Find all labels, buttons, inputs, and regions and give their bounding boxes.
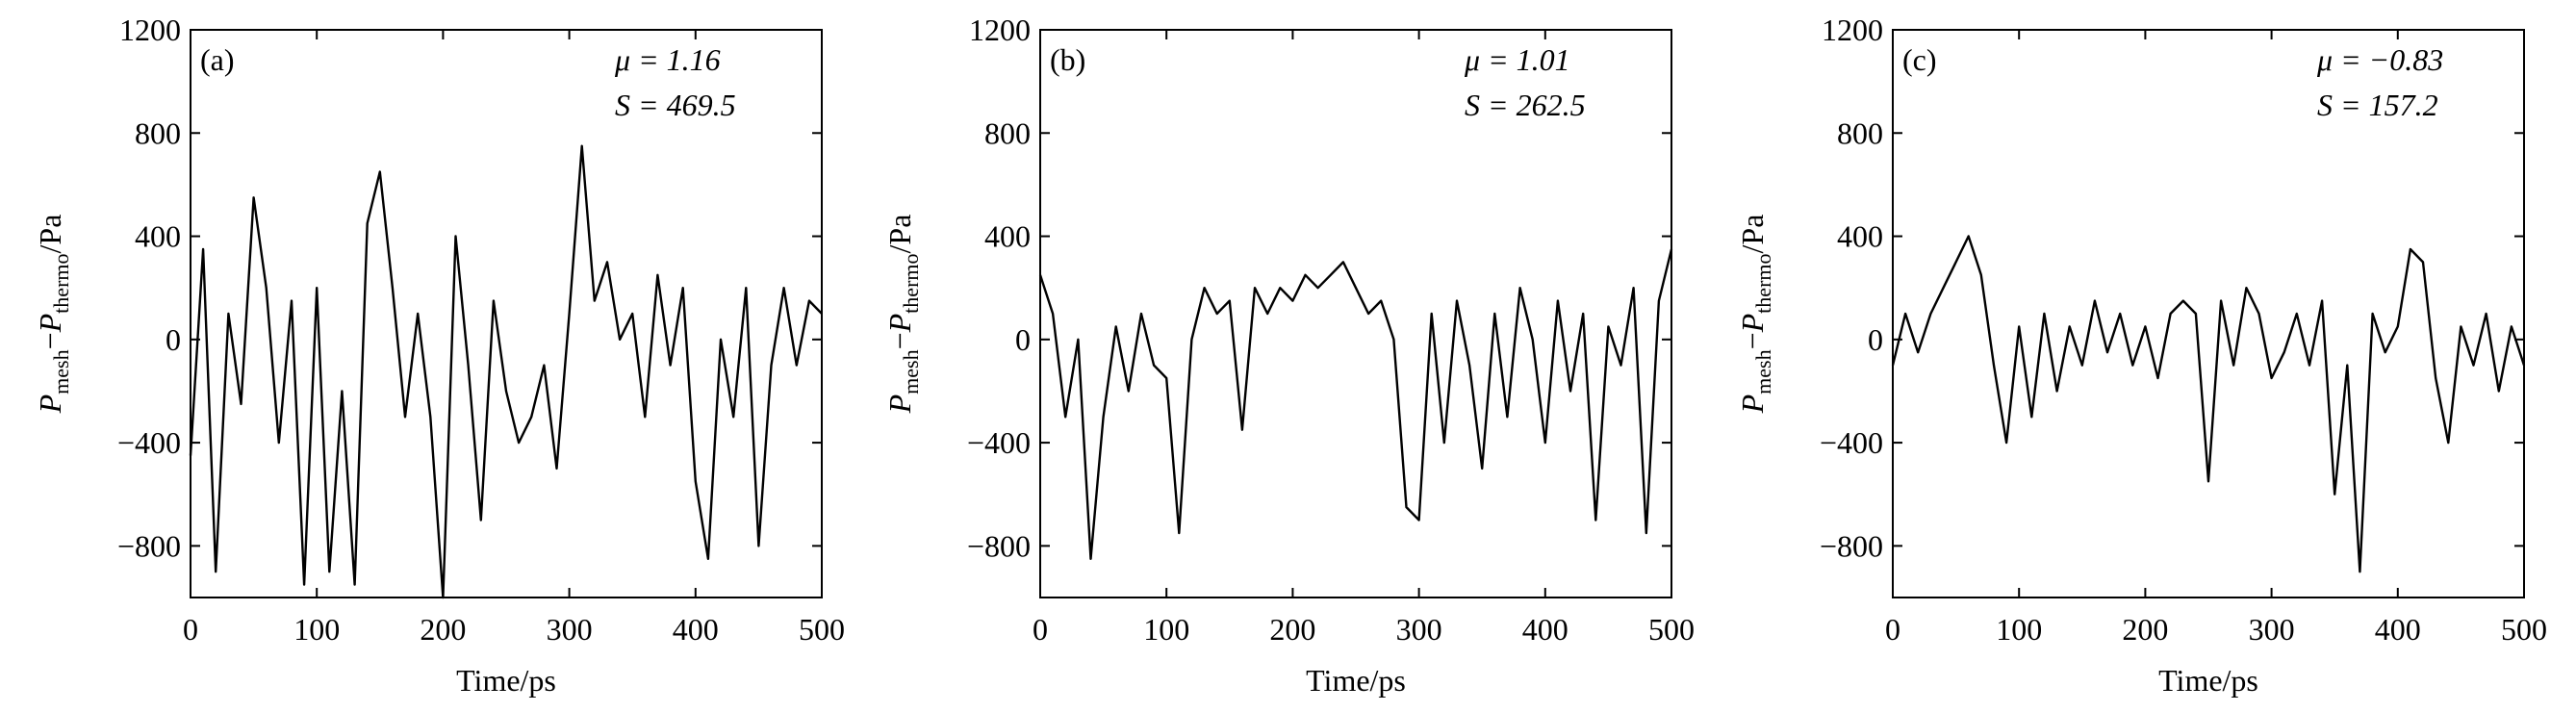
y-axis-label-part: mesh bbox=[1751, 349, 1775, 394]
y-axis-label-part: /Pa bbox=[1735, 215, 1770, 254]
y-tick-label: −400 bbox=[117, 425, 181, 460]
x-axis-label: Time/ps bbox=[1306, 663, 1406, 698]
y-axis-label-part: P bbox=[882, 314, 917, 334]
data-line bbox=[189, 144, 823, 599]
annotation: μ = 1.16 bbox=[614, 42, 721, 77]
x-tick-label: 400 bbox=[673, 612, 719, 647]
x-tick-label: 100 bbox=[1996, 612, 2042, 647]
y-tick-label: −800 bbox=[1820, 528, 1883, 563]
x-tick-label: 400 bbox=[1522, 612, 1569, 647]
panel-label: (c) bbox=[1902, 42, 1937, 77]
y-tick-label: 0 bbox=[1015, 322, 1031, 357]
x-tick-label: 0 bbox=[1033, 612, 1048, 647]
y-tick-label: −400 bbox=[967, 425, 1031, 460]
x-axis-label: Time/ps bbox=[456, 663, 556, 698]
y-axis-label-part: P bbox=[1735, 314, 1770, 334]
x-tick-label: 300 bbox=[2249, 612, 2295, 647]
annotation: S = 262.5 bbox=[1465, 88, 1586, 122]
y-axis-label: Pmesh−Pthermo/Pa bbox=[33, 215, 73, 415]
x-tick-label: 0 bbox=[1885, 612, 1900, 647]
y-tick-label: 0 bbox=[166, 322, 181, 357]
y-tick-label: 1200 bbox=[1822, 13, 1883, 47]
y-tick-label: −800 bbox=[117, 528, 181, 563]
panel-label: (a) bbox=[200, 42, 235, 77]
x-tick-label: 200 bbox=[1269, 612, 1315, 647]
data-line bbox=[1891, 235, 2526, 573]
data-line bbox=[1038, 248, 1673, 560]
y-tick-label: 400 bbox=[1837, 219, 1883, 254]
y-axis-label-part: P bbox=[33, 394, 67, 415]
y-axis-label-part: mesh bbox=[899, 349, 923, 394]
x-tick-label: 200 bbox=[420, 612, 466, 647]
y-axis-label-part: thermo bbox=[49, 253, 73, 313]
y-axis-label-part: − bbox=[1735, 332, 1770, 349]
y-tick-label: 1200 bbox=[969, 13, 1031, 47]
y-tick-label: −800 bbox=[967, 528, 1031, 563]
x-tick-label: 100 bbox=[1143, 612, 1189, 647]
annotation: μ = 1.01 bbox=[1464, 42, 1570, 77]
y-axis-label-part: P bbox=[33, 314, 67, 334]
y-axis-label: Pmesh−Pthermo/Pa bbox=[1735, 215, 1775, 415]
y-tick-label: −400 bbox=[1820, 425, 1883, 460]
plot-frame bbox=[1039, 29, 1672, 598]
y-tick-label: 800 bbox=[1837, 115, 1883, 150]
y-tick-label: 400 bbox=[135, 219, 181, 254]
y-axis-label-part: P bbox=[1735, 394, 1770, 415]
y-axis-label-part: thermo bbox=[1751, 253, 1775, 313]
y-tick-label: 0 bbox=[1868, 322, 1883, 357]
y-tick-label: 800 bbox=[135, 115, 181, 150]
y-axis-label-part: − bbox=[882, 332, 917, 349]
y-tick-label: 400 bbox=[984, 219, 1031, 254]
x-tick-label: 100 bbox=[293, 612, 340, 647]
x-tick-label: 500 bbox=[799, 612, 845, 647]
x-tick-label: 0 bbox=[183, 612, 198, 647]
y-axis-label-part: P bbox=[882, 394, 917, 415]
panel-label: (b) bbox=[1050, 42, 1085, 77]
y-axis-label-part: mesh bbox=[49, 349, 73, 394]
y-tick-label: 800 bbox=[984, 115, 1031, 150]
x-tick-label: 500 bbox=[1648, 612, 1695, 647]
y-axis-label-part: /Pa bbox=[33, 215, 67, 254]
x-tick-label: 400 bbox=[2375, 612, 2421, 647]
x-tick-label: 200 bbox=[2122, 612, 2168, 647]
plot-frame bbox=[190, 29, 823, 598]
y-axis-label: Pmesh−Pthermo/Pa bbox=[882, 215, 923, 415]
y-tick-label: 1200 bbox=[119, 13, 181, 47]
annotation: S = 157.2 bbox=[2317, 88, 2438, 122]
x-axis-label: Time/ps bbox=[2158, 663, 2258, 698]
y-axis-label-part: /Pa bbox=[882, 215, 917, 254]
y-axis-label-part: thermo bbox=[899, 253, 923, 313]
annotation: μ = −0.83 bbox=[2316, 42, 2443, 77]
y-axis-label-part: − bbox=[33, 332, 67, 349]
annotation: S = 469.5 bbox=[615, 88, 736, 122]
x-tick-label: 300 bbox=[1396, 612, 1442, 647]
x-tick-label: 500 bbox=[2501, 612, 2547, 647]
plot-frame bbox=[1892, 29, 2525, 598]
x-tick-label: 300 bbox=[547, 612, 593, 647]
